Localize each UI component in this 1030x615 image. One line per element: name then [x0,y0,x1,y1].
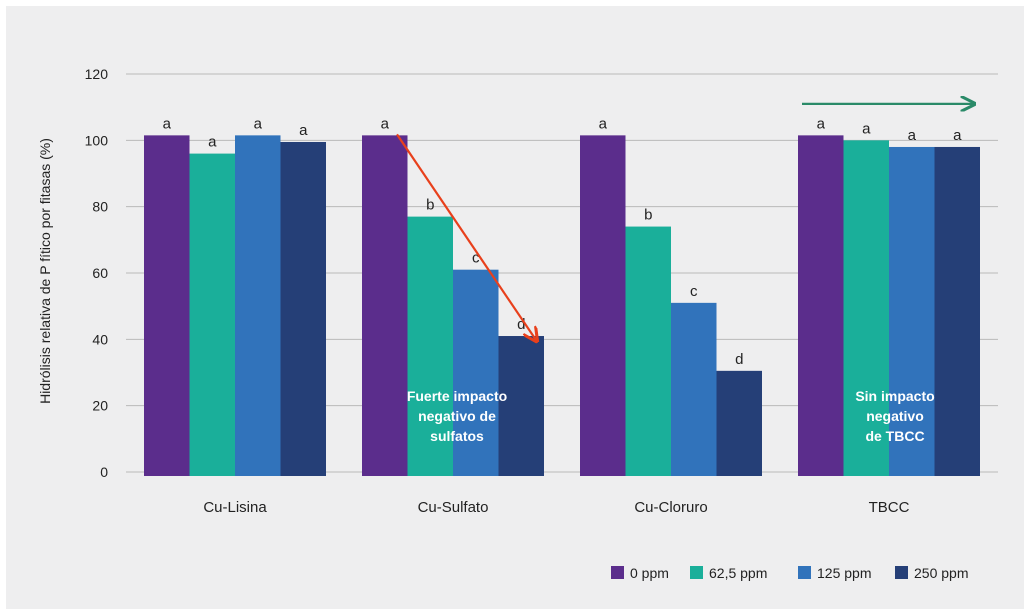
significance-letter: a [599,115,608,132]
significance-letter: a [163,115,172,132]
y-axis-ticks: 0 20 40 60 80 100 120 [85,66,109,480]
bar-chart: 0 20 40 60 80 100 120 Hidrólisis relativa de P… [37,66,998,581]
significance-letter: c [472,250,480,267]
significance-letter: a [862,120,871,137]
bar [189,153,235,476]
bar [362,135,408,476]
bar [280,141,326,476]
trend-arrows [396,104,973,340]
x-axis-ticks: Cu-Lisina Cu-Sulfato Cu-Cloruro TBCC [203,499,909,516]
y-tick-label: 60 [92,265,108,281]
annotation-line: negativo [866,408,924,424]
bars [144,135,980,477]
legend-label: 0 ppm [630,565,669,581]
y-axis-label: Hidrólisis relativa de P fítico por fita… [37,138,53,404]
significance-letters: a a a a a b c d a b c d a a a a [163,115,963,367]
significance-letter: a [953,127,962,144]
bar [580,135,626,476]
significance-letter: d [735,351,743,368]
chart-panel: 0 20 40 60 80 100 120 Hidrólisis relativa de P… [6,6,1024,609]
bar [144,135,190,476]
annotation-line: Sin impacto [855,388,934,404]
significance-letter: a [299,122,308,139]
bar [798,135,844,476]
bar [889,146,935,476]
bar [671,302,717,476]
legend-label: 125 ppm [817,565,871,581]
annotation-text: Sin impacto negativo de TBCC [855,388,934,444]
bar [407,216,453,476]
legend-label: 250 ppm [914,565,968,581]
legend-swatch [690,566,703,579]
legend-swatch [611,566,624,579]
x-tick-label: Cu-Cloruro [634,499,707,516]
bar [498,336,544,476]
significance-letter: a [817,115,826,132]
significance-letter: a [208,134,217,151]
x-tick-label: Cu-Sulfato [418,499,489,516]
bar [934,146,980,476]
bar [625,226,671,476]
y-tick-label: 20 [92,398,108,414]
annotation-text: Fuerte impacto negativo de sulfatos [407,388,507,444]
significance-letter: d [517,316,525,333]
y-tick-label: 0 [100,464,108,480]
x-tick-label: TBCC [869,499,910,516]
legend-label: 62,5 ppm [709,565,767,581]
significance-letter: c [690,283,698,300]
bar [453,269,499,476]
bar [716,370,762,476]
annotation-line: sulfatos [430,428,484,444]
annotation-line: Fuerte impacto [407,388,507,404]
y-tick-label: 40 [92,331,108,347]
significance-letter: a [254,115,263,132]
bar [235,135,281,476]
y-tick-label: 120 [85,66,109,82]
legend: 0 ppm 62,5 ppm 125 ppm 250 ppm [611,565,968,581]
y-tick-label: 100 [85,132,109,148]
annotations: Fuerte impacto negativo de sulfatos Sin imp… [407,388,935,444]
annotation-line: negativo de [418,408,496,424]
significance-letter: a [381,115,390,132]
legend-swatch [895,566,908,579]
bar [843,140,889,477]
significance-letter: b [644,207,652,224]
annotation-line: de TBCC [865,428,924,444]
trend-arrow [396,133,536,340]
significance-letter: a [908,127,917,144]
x-tick-label: Cu-Lisina [203,499,267,516]
significance-letter: b [426,197,434,214]
y-tick-label: 80 [92,199,108,215]
legend-swatch [798,566,811,579]
